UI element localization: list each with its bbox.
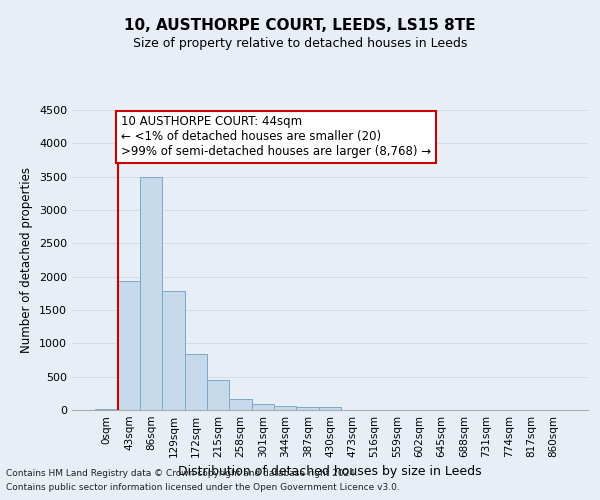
Bar [296,406,319,410]
Text: Contains public sector information licensed under the Open Government Licence v3: Contains public sector information licen… [6,484,400,492]
Bar [118,282,140,410]
Bar [207,380,229,410]
Bar [252,404,274,410]
Bar [229,399,252,410]
Bar [185,354,207,410]
Text: Contains HM Land Registry data © Crown copyright and database right 2024.: Contains HM Land Registry data © Crown c… [6,468,358,477]
Bar [274,406,296,410]
Bar [95,408,118,410]
X-axis label: Distribution of detached houses by size in Leeds: Distribution of detached houses by size … [178,466,482,478]
Bar [140,178,163,410]
Bar [163,292,185,410]
Text: 10, AUSTHORPE COURT, LEEDS, LS15 8TE: 10, AUSTHORPE COURT, LEEDS, LS15 8TE [124,18,476,32]
Y-axis label: Number of detached properties: Number of detached properties [20,167,34,353]
Text: Size of property relative to detached houses in Leeds: Size of property relative to detached ho… [133,38,467,51]
Bar [319,407,341,410]
Text: 10 AUSTHORPE COURT: 44sqm
← <1% of detached houses are smaller (20)
>99% of semi: 10 AUSTHORPE COURT: 44sqm ← <1% of detac… [121,116,431,158]
